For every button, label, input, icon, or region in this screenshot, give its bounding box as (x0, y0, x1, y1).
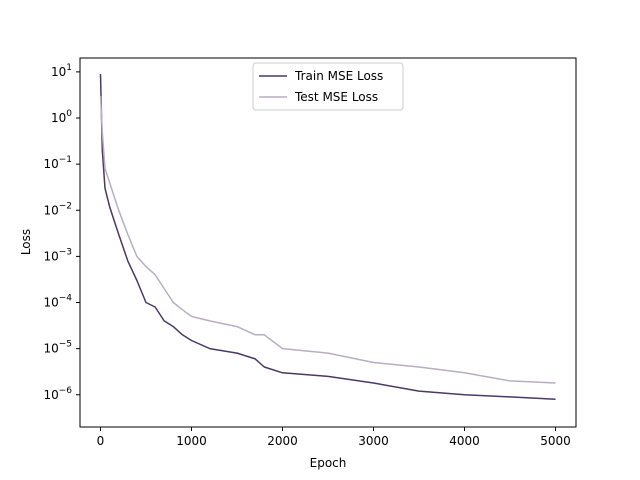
x-axis: 0 1000 2000 3000 4000 5000 (97, 427, 571, 448)
series-layer (99, 73, 556, 400)
x-tick-label: 1000 (176, 434, 207, 448)
x-tick-label: 5000 (540, 434, 571, 448)
legend-box (252, 62, 404, 111)
x-tick-label: 3000 (358, 434, 389, 448)
x-tick-label: 4000 (449, 434, 480, 448)
series-line-test (99, 95, 556, 384)
x-axis-label: Epoch (310, 456, 347, 470)
legend-label: Test MSE Loss (294, 90, 378, 104)
plot-frame (79, 57, 577, 428)
series-line-train (99, 73, 556, 400)
x-tick-label: 2000 (267, 434, 298, 448)
legend-label: Train MSE Loss (294, 69, 383, 83)
y-axis-label: Loss (19, 229, 33, 255)
legend: Train MSE Loss Test MSE Loss (252, 62, 404, 111)
x-tick-label: 0 (97, 434, 105, 448)
